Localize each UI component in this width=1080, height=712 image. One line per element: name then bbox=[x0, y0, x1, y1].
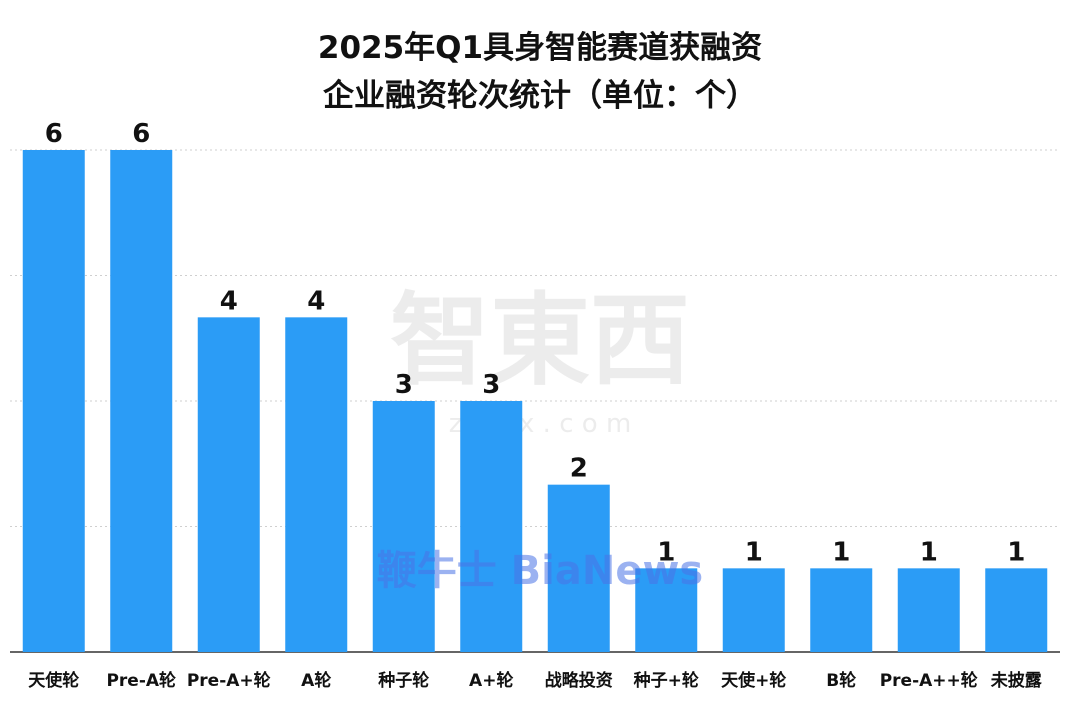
bar-5 bbox=[460, 401, 523, 652]
value-label-9: 1 bbox=[832, 537, 850, 567]
x-tick-label-8: 天使+轮 bbox=[721, 670, 786, 691]
value-label-0: 6 bbox=[45, 119, 63, 149]
value-label-1: 6 bbox=[132, 119, 150, 149]
value-label-5: 3 bbox=[482, 370, 500, 400]
bar-4 bbox=[372, 401, 435, 652]
bar-7 bbox=[635, 568, 698, 652]
x-tick-label-3: A轮 bbox=[301, 670, 331, 691]
x-tick-label-9: B轮 bbox=[826, 670, 856, 691]
value-label-3: 4 bbox=[307, 286, 325, 316]
bar-11 bbox=[985, 568, 1048, 652]
bar-9 bbox=[810, 568, 873, 652]
chart-title-line-2: 企业融资轮次统计（单位：个） bbox=[323, 78, 757, 114]
watermark-logo: 智東西 bbox=[390, 282, 690, 399]
bar-3 bbox=[285, 317, 348, 652]
value-label-10: 1 bbox=[920, 537, 938, 567]
watermark-bianews: 鞭牛士 BiaNews bbox=[377, 548, 703, 594]
x-tick-label-2: Pre-A+轮 bbox=[187, 670, 271, 691]
value-label-8: 1 bbox=[745, 537, 763, 567]
x-tick-label-7: 种子+轮 bbox=[633, 670, 699, 691]
value-label-11: 1 bbox=[1007, 537, 1025, 567]
bar-8 bbox=[722, 568, 785, 652]
bar-6 bbox=[547, 484, 610, 652]
chart-title-line-1: 2025年Q1具身智能赛道获融资 bbox=[317, 30, 763, 66]
bar-2 bbox=[197, 317, 260, 652]
x-tick-label-1: Pre-A轮 bbox=[106, 670, 176, 691]
x-tick-label-0: 天使轮 bbox=[28, 670, 79, 691]
x-tick-label-6: 战略投资 bbox=[545, 670, 613, 691]
x-tick-label-11: 未披露 bbox=[990, 670, 1043, 691]
x-tick-label-4: 种子轮 bbox=[377, 670, 429, 691]
value-label-6: 2 bbox=[570, 454, 588, 484]
value-label-4: 3 bbox=[395, 370, 413, 400]
value-label-2: 4 bbox=[220, 286, 238, 316]
bar-1 bbox=[110, 150, 173, 652]
x-tick-label-5: A+轮 bbox=[469, 670, 513, 691]
value-label-7: 1 bbox=[657, 537, 675, 567]
x-tick-label-10: Pre-A++轮 bbox=[880, 670, 978, 691]
bar-10 bbox=[897, 568, 960, 652]
bar-0 bbox=[22, 150, 85, 652]
